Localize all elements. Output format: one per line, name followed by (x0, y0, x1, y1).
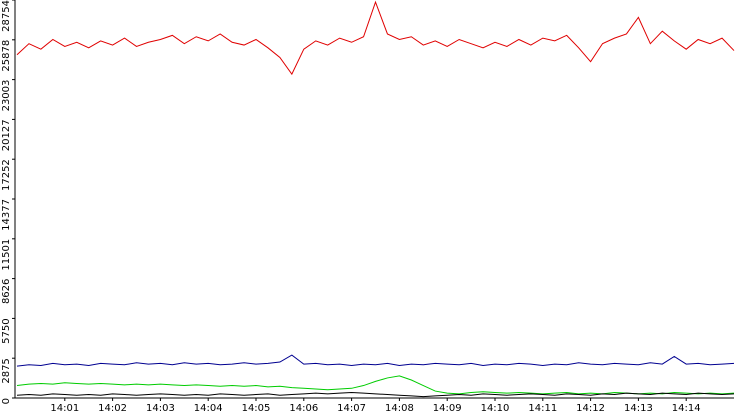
y-tick-label: 5750 (1, 318, 12, 343)
x-tick-label: 14:04 (194, 403, 223, 414)
y-tick-label: 25878 (1, 40, 12, 72)
y-tick-label: 8626 (1, 279, 12, 304)
x-tick-label: 14:01 (50, 403, 79, 414)
y-tick-label: 14377 (1, 199, 12, 231)
x-tick-label: 14:14 (672, 403, 701, 414)
y-tick-label: 0 (1, 398, 12, 404)
x-tick-label: 14:02 (98, 403, 127, 414)
x-tick-label: 14:06 (289, 403, 318, 414)
y-tick-label: 28754 (1, 0, 12, 32)
x-tick-label: 14:10 (481, 403, 510, 414)
y-tick-label: 17252 (1, 159, 12, 191)
series-line (16, 375, 735, 395)
y-tick-label: 23003 (1, 80, 12, 112)
x-tick-label: 14:03 (146, 403, 175, 414)
series-line (16, 354, 735, 367)
x-tick-label: 14:07 (337, 403, 366, 414)
x-tick-label: 14:11 (528, 403, 557, 414)
x-tick-label: 14:12 (576, 403, 605, 414)
x-tick-label: 14:09 (433, 403, 462, 414)
series-line (16, 391, 735, 398)
x-tick-label: 14:08 (385, 403, 414, 414)
y-tick-label: 2875 (1, 358, 12, 383)
x-tick-label: 14:13 (624, 403, 653, 414)
x-tick-label: 14:05 (242, 403, 271, 414)
y-tick-label: 11501 (1, 239, 12, 271)
series-line (16, 0, 735, 76)
y-tick-label: 20127 (1, 119, 12, 151)
